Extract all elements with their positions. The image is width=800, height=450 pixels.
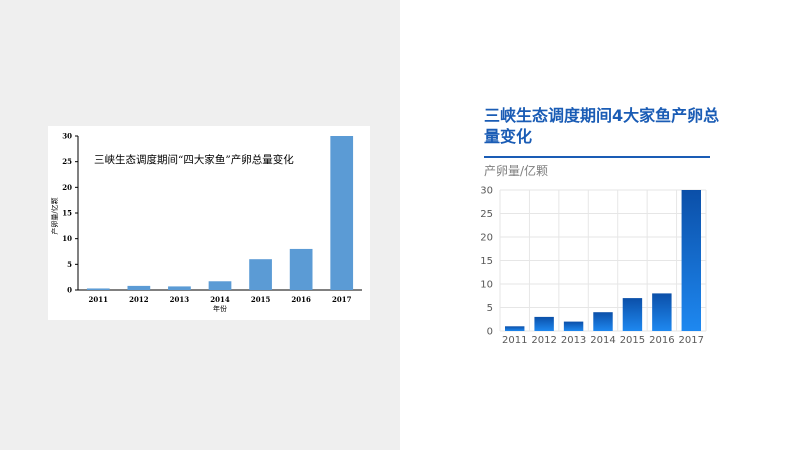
bar-2012	[127, 285, 151, 290]
bar-2017	[330, 136, 354, 290]
bar-2014	[593, 312, 613, 331]
x-tick-label: 2011	[89, 295, 109, 304]
original-bar-chart: 0 5 10 15 20 25 30 2011 2012 2013 2014 2015 2016 2017…	[50, 132, 362, 313]
x-tick-label: 2011	[502, 335, 527, 346]
y-tick-label: 25	[62, 157, 72, 166]
y-tick-label: 25	[480, 209, 493, 220]
x-tick-label: 2017	[679, 335, 704, 346]
x-tick-label: 2016	[649, 335, 674, 346]
bar-2011	[505, 326, 525, 331]
bar-2016	[289, 248, 313, 290]
x-tick-label: 2012	[129, 295, 149, 304]
y-axis-label: 产卵量/亿颗	[484, 164, 549, 178]
x-tick-label: 2012	[531, 335, 556, 346]
y-tick-label: 20	[480, 233, 493, 244]
x-tick-label: 2017	[332, 295, 352, 304]
bar-2017	[681, 190, 701, 331]
y-tick-label: 30	[62, 132, 72, 141]
title-underline	[484, 156, 710, 158]
bar-2014	[208, 281, 232, 290]
left-panel: 0 5 10 15 20 25 30 2011 2012 2013 2014 2015 2016 2017…	[0, 0, 400, 450]
chart-title: 三峡生态调度期间4大家鱼产卵总量变化	[484, 106, 720, 146]
x-tick-label: 2015	[251, 295, 271, 304]
x-tick-label: 2014	[210, 295, 230, 304]
y-tick-label: 15	[480, 256, 493, 267]
bar-2015	[622, 298, 643, 331]
y-tick-label: 10	[480, 280, 493, 291]
y-tick-label: 0	[487, 327, 493, 338]
y-axis-label: 产卵量/亿颗	[50, 197, 59, 234]
y-tick-label: 0	[67, 286, 72, 295]
bar-2013	[168, 286, 191, 290]
x-tick-label: 2015	[620, 335, 645, 346]
x-axis-label: 年份	[213, 304, 227, 313]
bar-2015	[249, 259, 272, 290]
y-tick-label: 5	[487, 303, 493, 314]
bar-2013	[563, 321, 584, 331]
x-tick-label: 2013	[170, 295, 190, 304]
bar-2011	[86, 288, 110, 290]
y-tick-label: 5	[67, 260, 72, 269]
y-tick-label: 10	[62, 234, 72, 243]
x-tick-label: 2013	[561, 335, 586, 346]
y-tick-label: 20	[62, 183, 72, 192]
chart-title: 三峡生态调度期间“四大家鱼”产卵总量变化	[94, 153, 294, 166]
y-tick-label: 30	[480, 186, 493, 197]
original-chart-image: 0 5 10 15 20 25 30 2011 2012 2013 2014 2015 2016 2017…	[48, 126, 370, 320]
y-tick-label: 15	[62, 209, 72, 218]
redesigned-bar-chart: 0 5 10 15 20 25 30 2011 2012 2013 2014 2015 2016 2017	[480, 186, 707, 346]
bar-2016	[652, 293, 672, 331]
bar-2012	[534, 316, 554, 331]
x-tick-label: 2014	[590, 335, 615, 346]
x-tick-label: 2016	[291, 295, 311, 304]
